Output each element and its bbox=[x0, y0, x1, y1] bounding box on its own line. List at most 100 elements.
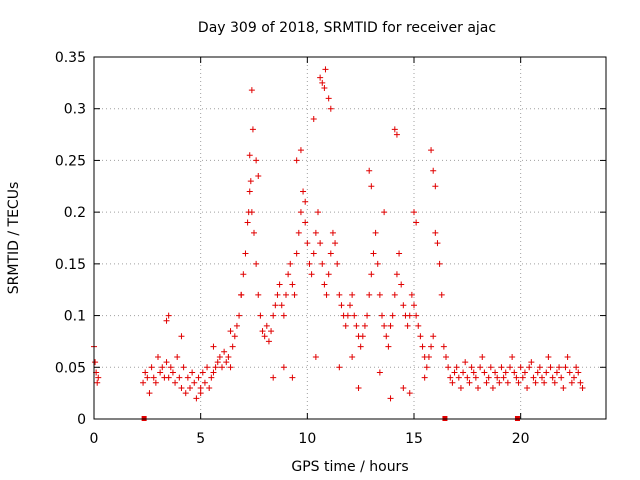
data-point bbox=[201, 379, 208, 386]
data-point bbox=[393, 131, 400, 138]
data-point bbox=[265, 338, 272, 345]
data-point bbox=[558, 374, 565, 381]
data-point bbox=[575, 369, 582, 376]
data-point bbox=[411, 302, 417, 309]
data-point bbox=[310, 116, 317, 123]
data-point bbox=[457, 384, 464, 391]
data-point bbox=[308, 271, 315, 278]
data-point bbox=[526, 364, 533, 371]
data-point bbox=[391, 291, 398, 298]
data-point bbox=[329, 229, 336, 236]
data-point bbox=[349, 291, 356, 298]
data-point bbox=[195, 374, 202, 381]
data-point bbox=[528, 359, 535, 366]
data-point bbox=[366, 291, 373, 298]
data-point bbox=[163, 317, 170, 324]
data-point bbox=[94, 379, 101, 386]
data-point bbox=[351, 312, 358, 319]
data-point bbox=[193, 395, 200, 402]
data-point bbox=[487, 364, 494, 371]
data-point bbox=[432, 183, 439, 190]
data-point bbox=[257, 312, 264, 319]
data-point bbox=[210, 369, 217, 376]
data-point bbox=[272, 302, 279, 309]
data-point bbox=[413, 312, 420, 319]
data-point bbox=[513, 374, 520, 381]
data-point bbox=[165, 312, 172, 319]
data-point bbox=[174, 353, 181, 360]
data-point bbox=[325, 95, 332, 102]
data-point bbox=[509, 353, 516, 360]
data-point bbox=[289, 281, 296, 288]
data-point bbox=[475, 384, 481, 391]
data-point bbox=[184, 374, 191, 381]
data-point bbox=[406, 390, 413, 397]
data-point bbox=[229, 343, 236, 350]
data-point bbox=[494, 374, 501, 381]
plot-frame bbox=[93, 56, 607, 420]
data-point bbox=[280, 312, 287, 319]
data-point bbox=[225, 353, 232, 360]
data-point bbox=[283, 291, 289, 298]
data-point bbox=[319, 260, 326, 267]
data-point bbox=[297, 209, 304, 216]
data-point bbox=[321, 85, 328, 92]
x-tick-labels: 0 5 10 15 20 bbox=[90, 431, 530, 447]
data-point bbox=[571, 374, 577, 381]
data-point bbox=[545, 353, 552, 360]
data-point bbox=[236, 312, 243, 319]
data-point bbox=[425, 353, 432, 360]
data-point bbox=[197, 384, 204, 391]
data-point bbox=[460, 369, 467, 376]
data-point bbox=[430, 167, 437, 174]
data-point bbox=[180, 364, 187, 371]
data-point bbox=[496, 379, 503, 386]
data-point bbox=[349, 353, 356, 360]
data-point bbox=[355, 384, 362, 391]
data-point bbox=[547, 364, 554, 371]
data-point bbox=[92, 359, 99, 366]
data-point bbox=[383, 333, 390, 340]
data-point bbox=[406, 312, 413, 319]
data-point bbox=[315, 209, 321, 216]
chart-title: Day 309 of 2018, SRMTID for receiver aja… bbox=[198, 20, 496, 36]
data-point bbox=[507, 364, 513, 371]
x-tick-label: 20 bbox=[512, 431, 530, 447]
data-point bbox=[304, 240, 311, 247]
data-point bbox=[342, 322, 349, 329]
data-point bbox=[489, 384, 496, 391]
data-point bbox=[148, 364, 155, 371]
data-point bbox=[244, 219, 251, 226]
data-point bbox=[517, 364, 524, 371]
data-point bbox=[302, 198, 309, 205]
data-point bbox=[238, 291, 245, 298]
data-point bbox=[449, 379, 456, 386]
data-point bbox=[204, 364, 211, 371]
data-point bbox=[285, 271, 292, 278]
data-point bbox=[564, 353, 571, 360]
data-point bbox=[374, 260, 381, 267]
data-point bbox=[462, 359, 469, 366]
x-tick-label: 10 bbox=[298, 431, 316, 447]
data-point bbox=[212, 364, 219, 371]
data-point bbox=[163, 359, 170, 366]
data-point bbox=[577, 379, 584, 386]
data-point bbox=[428, 343, 435, 350]
data-point bbox=[560, 384, 567, 391]
data-point bbox=[498, 364, 505, 371]
data-point bbox=[553, 369, 560, 376]
data-point bbox=[436, 260, 443, 267]
data-point bbox=[511, 369, 518, 376]
data-point bbox=[293, 250, 300, 257]
data-point bbox=[144, 374, 151, 381]
y-tick-label: 0.1 bbox=[64, 309, 86, 325]
x-tick-label: 15 bbox=[405, 431, 423, 447]
data-point bbox=[287, 260, 294, 267]
data-point bbox=[310, 250, 317, 257]
data-point bbox=[551, 379, 558, 386]
data-point bbox=[253, 157, 260, 164]
data-point bbox=[270, 374, 277, 381]
data-point bbox=[167, 364, 174, 371]
data-point bbox=[408, 291, 415, 298]
data-point bbox=[172, 379, 179, 386]
